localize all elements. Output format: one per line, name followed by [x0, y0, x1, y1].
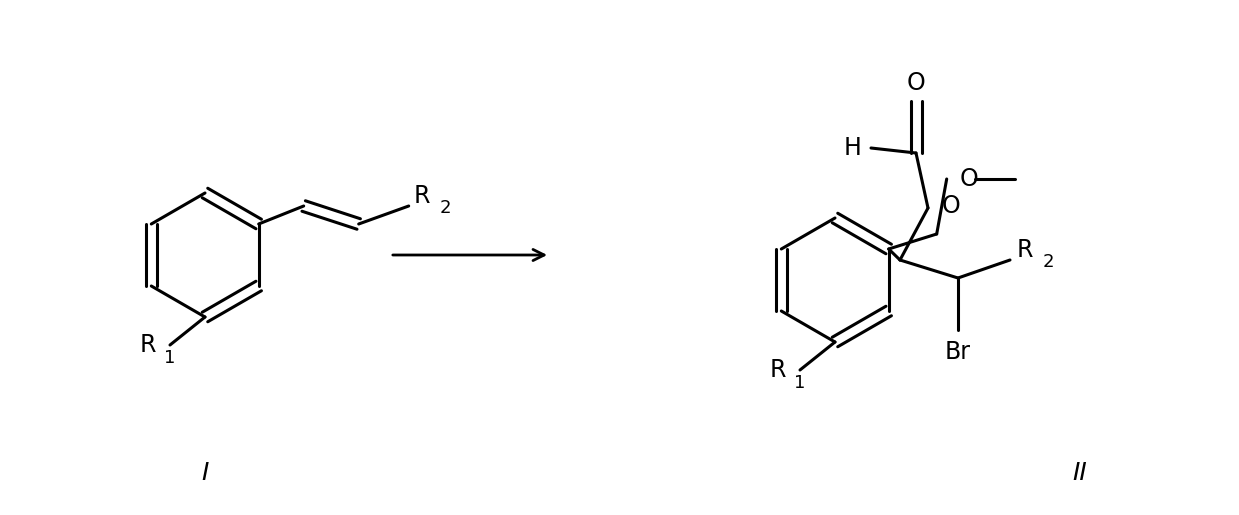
Text: O: O [942, 194, 960, 218]
Text: R: R [769, 358, 787, 382]
Text: 1: 1 [794, 374, 805, 392]
Text: Br: Br [945, 340, 971, 364]
Text: O: O [960, 167, 979, 191]
Text: 2: 2 [1043, 253, 1054, 271]
Text: 1: 1 [165, 349, 176, 367]
Text: R: R [414, 184, 430, 208]
Text: 2: 2 [440, 199, 451, 217]
Text: R: R [1017, 238, 1033, 262]
Text: I: I [201, 461, 208, 485]
Text: H: H [844, 136, 862, 160]
Text: II: II [1073, 461, 1088, 485]
Text: O: O [907, 71, 926, 95]
Text: R: R [140, 333, 156, 357]
